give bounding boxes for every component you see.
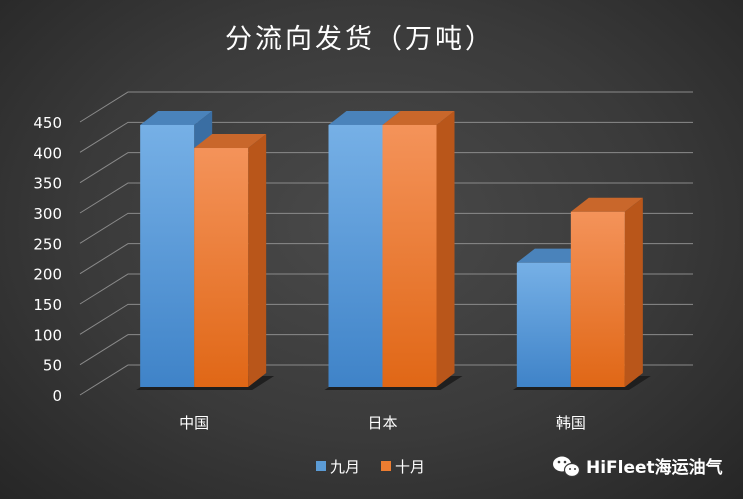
bar-top bbox=[570, 197, 643, 212]
gridline bbox=[79, 243, 693, 275]
bars bbox=[136, 110, 651, 390]
gridline bbox=[79, 364, 693, 396]
gridline bbox=[79, 334, 693, 366]
bar-top bbox=[382, 110, 455, 125]
bar-top bbox=[140, 110, 213, 125]
category-label: 日本 bbox=[367, 414, 397, 432]
legend: 九月 十月 bbox=[316, 458, 425, 476]
y-tick-label: 400 bbox=[33, 144, 62, 162]
bar-top bbox=[194, 134, 267, 149]
gridline bbox=[79, 303, 693, 335]
category-label: 韩国 bbox=[556, 414, 586, 432]
wechat-icon bbox=[553, 456, 581, 478]
bar-side bbox=[436, 110, 455, 387]
y-tick-label: 50 bbox=[43, 357, 62, 375]
bar-side bbox=[624, 197, 643, 387]
y-tick-label: 150 bbox=[33, 296, 62, 314]
bar-front bbox=[570, 211, 625, 387]
legend-swatch-series-2 bbox=[381, 461, 391, 471]
watermark-text: HiFleet海运油气 bbox=[586, 457, 723, 478]
bar-front bbox=[516, 262, 571, 387]
bar-2-3 bbox=[570, 197, 643, 387]
y-tick-label: 250 bbox=[33, 235, 62, 253]
bar-front bbox=[140, 124, 195, 387]
gridline bbox=[79, 273, 693, 305]
y-tick-label: 0 bbox=[52, 387, 62, 405]
y-tick-label: 100 bbox=[33, 326, 62, 344]
chart-title: 分流向发货（万吨） bbox=[225, 24, 495, 55]
bar-side bbox=[248, 134, 267, 387]
bar-front bbox=[382, 124, 437, 387]
bar-top bbox=[328, 110, 401, 125]
gridline bbox=[79, 152, 693, 184]
bar-2-1 bbox=[194, 134, 267, 387]
y-tick-label: 350 bbox=[33, 175, 62, 193]
y-axis-ticks: 0 50 100 150 200 250 300 350 400 450 bbox=[33, 114, 62, 405]
legend-label-series-1: 九月 bbox=[330, 458, 360, 476]
y-tick-label: 200 bbox=[33, 266, 62, 284]
bar-front bbox=[194, 148, 249, 387]
category-label: 中国 bbox=[179, 414, 209, 432]
category-labels: 中国 日本 韩国 bbox=[179, 414, 586, 432]
gridline bbox=[79, 182, 693, 214]
y-tick-label: 450 bbox=[33, 114, 62, 132]
legend-swatch-series-1 bbox=[316, 461, 326, 471]
gridline bbox=[79, 91, 693, 123]
bar-front bbox=[328, 124, 383, 387]
watermark: HiFleet海运油气 bbox=[553, 456, 723, 478]
gridline bbox=[79, 212, 693, 244]
bar-2-2 bbox=[382, 110, 455, 387]
y-tick-label: 300 bbox=[33, 205, 62, 223]
gridline bbox=[79, 121, 693, 153]
legend-label-series-2: 十月 bbox=[395, 458, 425, 476]
gridlines bbox=[79, 91, 693, 396]
